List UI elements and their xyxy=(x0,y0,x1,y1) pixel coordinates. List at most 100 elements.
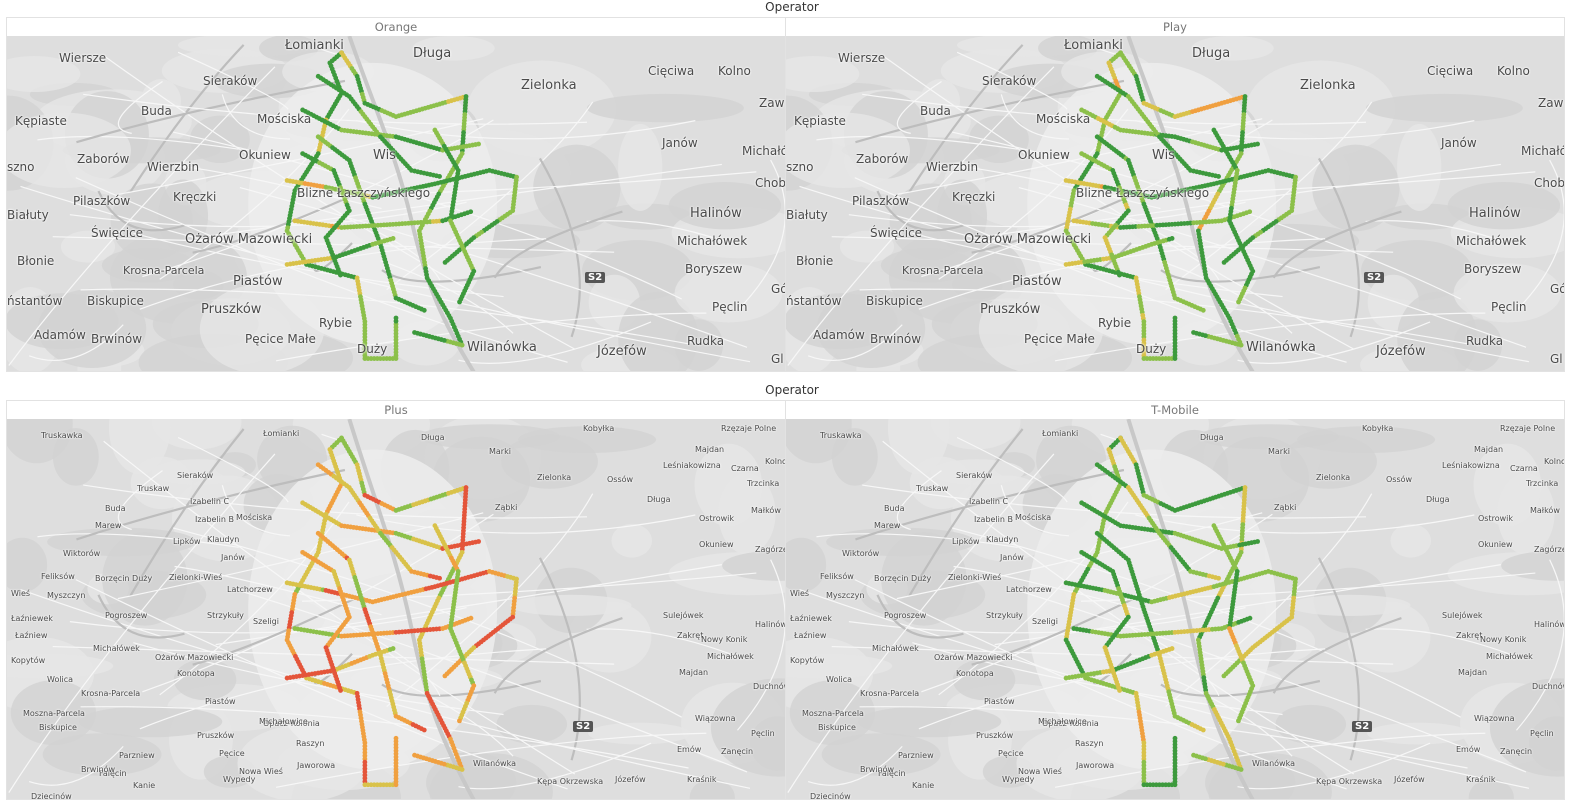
measurement-point[interactable] xyxy=(1200,307,1206,313)
road xyxy=(908,44,1024,193)
place-label: Zielonka xyxy=(1300,78,1356,93)
measurement-point[interactable] xyxy=(421,307,427,313)
measurement-point[interactable] xyxy=(1221,260,1227,265)
road xyxy=(908,428,1024,597)
measurement-point[interactable] xyxy=(437,575,442,581)
measurement-point[interactable] xyxy=(1247,209,1253,215)
measurement-point[interactable] xyxy=(1169,646,1175,651)
measurement-point[interactable] xyxy=(1255,539,1260,544)
measurement-point[interactable] xyxy=(338,272,343,278)
road xyxy=(370,227,441,281)
road xyxy=(896,470,942,531)
place-label: Strzykuły xyxy=(207,611,244,620)
panel-play[interactable]: Play Łomianki Długa Wiersze Sieraków Zielonk… xyxy=(785,17,1565,372)
terrain-patch xyxy=(1365,93,1523,123)
map-canvas xyxy=(7,36,785,371)
measurement-point[interactable] xyxy=(1255,141,1260,147)
terrain-patch xyxy=(158,179,209,253)
road xyxy=(37,135,239,150)
measurement-point[interactable] xyxy=(468,615,474,621)
map-plus[interactable]: Truskawka Łomianki Długa Marki Kobyłka Rzęzaj… xyxy=(7,419,785,799)
measurement-point[interactable] xyxy=(1172,735,1178,741)
place-label: Halinów xyxy=(1469,206,1521,221)
terrain-patch xyxy=(839,230,895,263)
road xyxy=(971,594,1141,666)
place-label: Wierzbin xyxy=(926,160,979,174)
place-label: Biskupice xyxy=(866,294,923,308)
measurement-point[interactable] xyxy=(476,539,481,544)
measurement-point[interactable] xyxy=(1216,575,1221,581)
measurement-point[interactable] xyxy=(437,174,442,179)
place-label: Józefów xyxy=(597,344,647,359)
measurement-point[interactable] xyxy=(1191,752,1196,758)
place-label: Izabelin B xyxy=(195,515,235,524)
measurement-point[interactable] xyxy=(468,209,474,215)
place-label: Moszna-Parcela xyxy=(23,709,85,718)
measurement-point[interactable] xyxy=(412,330,417,335)
road xyxy=(912,642,1283,716)
terrain-patch xyxy=(1497,473,1555,555)
place-label: Długa xyxy=(413,46,452,61)
measurement-point[interactable] xyxy=(457,299,462,305)
terrain-patch xyxy=(952,270,1003,300)
place-label: Pilaszków xyxy=(852,194,910,208)
map-play[interactable]: Łomianki Długa Wiersze Sieraków Zielonka Cięc… xyxy=(786,36,1564,371)
place-label: Sieraków xyxy=(982,74,1037,88)
measurement-point[interactable] xyxy=(1221,673,1227,679)
measurement-point[interactable] xyxy=(442,260,448,265)
road xyxy=(129,428,245,597)
place-label: Zielonka xyxy=(1316,473,1351,482)
measurement-point[interactable] xyxy=(1247,615,1253,621)
road xyxy=(1000,94,1069,140)
panel-t-mobile[interactable]: T-Mobile Truskawka Łomianki Długa Marki Koby… xyxy=(785,400,1565,800)
road xyxy=(1135,120,1475,140)
road xyxy=(177,436,289,503)
road xyxy=(538,157,581,338)
road xyxy=(971,190,1141,254)
measurement-point[interactable] xyxy=(390,236,396,241)
measurement-point[interactable] xyxy=(1191,330,1196,335)
map-canvas xyxy=(7,419,785,799)
place-label: Brwinów xyxy=(870,332,922,346)
measurement-point[interactable] xyxy=(421,727,427,733)
road xyxy=(1018,186,1527,348)
place-label: Dziecinów xyxy=(810,792,851,800)
place-label: Pruszków xyxy=(976,731,1014,740)
measurement-point[interactable] xyxy=(1172,315,1178,321)
road xyxy=(192,190,362,254)
measurement-point[interactable] xyxy=(1236,718,1241,724)
measurement-point[interactable] xyxy=(476,141,481,147)
measurement-point[interactable] xyxy=(1169,236,1175,241)
road xyxy=(1365,220,1510,244)
place-label: Kręczki xyxy=(173,190,217,204)
measurement-point[interactable] xyxy=(1117,272,1122,278)
measurement-point[interactable] xyxy=(1117,688,1122,693)
measurement-point[interactable] xyxy=(442,673,448,679)
measurement-point[interactable] xyxy=(338,688,343,693)
road xyxy=(159,501,350,696)
place-label: Marki xyxy=(489,447,511,456)
measurement-point[interactable] xyxy=(390,646,396,651)
place-label: Mościska xyxy=(236,513,273,522)
map-orange[interactable]: Łomianki Długa Wiersze Sieraków Zielonka Cięc… xyxy=(7,36,785,371)
measurement-point[interactable] xyxy=(457,718,462,724)
terrain-patch xyxy=(689,778,735,799)
measurement-point[interactable] xyxy=(393,315,399,321)
place-label: Emów xyxy=(677,745,702,754)
place-label: Michałowice xyxy=(1038,717,1087,726)
place-label: Pruszków xyxy=(980,302,1041,317)
road xyxy=(1149,636,1220,697)
place-label: Małków xyxy=(1530,506,1560,515)
measurement-point[interactable] xyxy=(412,752,417,758)
measurement-point[interactable] xyxy=(1236,299,1241,305)
measurement-point[interactable] xyxy=(1216,174,1221,179)
panel-plus[interactable]: Plus Truskawka Łomianki Długa Marki Kobyłka R… xyxy=(6,400,786,800)
measurement-point[interactable] xyxy=(393,735,399,741)
place-label: Ożarów Mazowiecki xyxy=(155,653,234,662)
road xyxy=(918,648,1326,730)
place-label: Zanęcin xyxy=(1500,747,1533,756)
place-label: Wilanówka xyxy=(467,340,537,355)
measurement-point[interactable] xyxy=(1200,727,1206,733)
map-t-mobile[interactable]: Truskawka Łomianki Długa Marki Kobyłka Rzęzaj… xyxy=(786,419,1564,800)
panel-orange[interactable]: Orange Łomianki Długa Wiersze Sieraków Zielo… xyxy=(6,17,786,372)
